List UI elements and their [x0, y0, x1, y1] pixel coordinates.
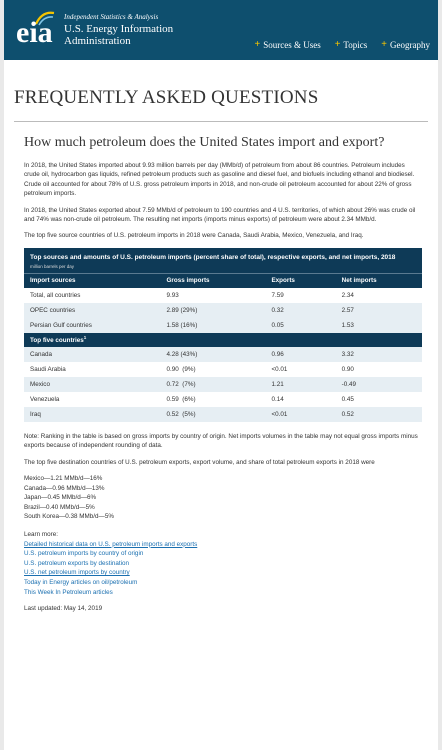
- page: eia Independent Statistics & Analysis U.…: [4, 0, 438, 750]
- agency-block: Independent Statistics & Analysis U.S. E…: [64, 13, 173, 47]
- learn-more-label: Learn more:: [24, 531, 58, 539]
- plus-icon: +: [254, 39, 261, 50]
- table-row: Canada 4.28 (43%) 0.96 3.32: [24, 346, 422, 362]
- page-title: FREQUENTLY ASKED QUESTIONS: [14, 87, 319, 108]
- tagline: Independent Statistics & Analysis: [64, 13, 159, 21]
- table-title: Top sources and amounts of U.S. petroleu…: [30, 253, 396, 261]
- nav-geography[interactable]: + Geography: [381, 39, 430, 50]
- cell-net: 0.45: [335, 391, 422, 407]
- cell-imports: 4.28 (43%): [160, 346, 266, 362]
- list-item: Brazil—0.40 MMb/d—5%: [24, 503, 95, 511]
- destinations-intro: The top five destination countries of U.…: [24, 458, 375, 466]
- agency-name-line2: Administration: [64, 35, 131, 47]
- plus-icon: +: [334, 39, 341, 50]
- link-exports-by-destination[interactable]: U.S. petroleum exports by destination: [24, 559, 130, 567]
- agency-name-line1: U.S. Energy Information: [64, 23, 174, 35]
- table-row: Persian Gulf countries 1.58 (16%) 0.05 1…: [24, 317, 422, 333]
- table-row: OPEC countries 2.89 (29%) 0.32 2.57: [24, 302, 422, 318]
- cell-exports: 0.05: [265, 317, 336, 333]
- main-content: How much petroleum does the United State…: [4, 134, 438, 612]
- question-heading: How much petroleum does the United State…: [24, 135, 385, 150]
- plus-icon: +: [381, 39, 387, 50]
- cell-source: Iraq: [24, 406, 161, 422]
- table-units: million barrels per day: [30, 263, 75, 269]
- persian-gulf-link[interactable]: Persian Gulf countries: [24, 317, 161, 333]
- link-today-in-energy[interactable]: Today in Energy articles on oil/petroleu…: [24, 579, 138, 586]
- col-header: Net imports: [335, 272, 422, 288]
- table-row: Venezuela 0.59 (6%) 0.14 0.45: [24, 391, 422, 407]
- destinations-list: Mexico—1.21 MMb/d—16% Canada—0.96 MMb/d—…: [24, 474, 422, 522]
- table-row: Total, all countries 9.93 7.59 2.34: [24, 287, 422, 303]
- cell-net: 2.57: [335, 302, 422, 318]
- nav-label: Geography: [390, 39, 430, 50]
- table-row: Saudi Arabia 0.90 (9%) <0.01 0.90: [24, 361, 422, 377]
- cell-source: Saudi Arabia: [24, 361, 161, 377]
- table-note: Note: Ranking in the table is based on g…: [24, 432, 418, 450]
- link-this-week-in-petroleum[interactable]: This Week In Petroleum articles: [24, 588, 113, 596]
- cell-net: -0.49: [335, 376, 422, 392]
- col-header: Gross imports: [160, 272, 266, 288]
- top-nav: + Sources & Uses + Topics + Geography: [255, 39, 430, 50]
- cell-exports: <0.01: [265, 406, 336, 422]
- col-header: Import sources: [24, 272, 161, 288]
- nav-label: Sources & Uses: [263, 39, 321, 50]
- imports-table: Top sources and amounts of U.S. petroleu…: [24, 247, 422, 422]
- cell-imports: 1.58 (16%): [160, 317, 266, 333]
- table-row: Mexico 0.72 (7%) 1.21 -0.49: [24, 376, 422, 392]
- cell-imports: 2.89 (29%): [160, 302, 266, 318]
- nav-topics[interactable]: + Topics: [335, 39, 368, 50]
- cell-source: Venezuela: [24, 391, 161, 407]
- cell-net: 0.90: [335, 361, 422, 377]
- cell-imports: 0.72 (7%): [160, 376, 266, 392]
- list-item: Mexico—1.21 MMb/d—16%: [24, 475, 103, 483]
- cell-exports: 0.14: [265, 391, 336, 407]
- cell-net: 3.32: [335, 346, 422, 362]
- cell-exports: 1.21: [265, 376, 336, 392]
- cell-net: 1.53: [335, 317, 422, 333]
- footnote-marker: 1: [83, 335, 87, 341]
- section-label: Top five countries1: [24, 332, 422, 347]
- faq-heading-bar: FREQUENTLY ASKED QUESTIONS: [14, 60, 428, 122]
- cell-imports: 0.90 (9%): [160, 361, 266, 377]
- last-updated: Last updated: May 14, 2019: [24, 605, 103, 613]
- opec-countries-link[interactable]: OPEC countries: [24, 302, 161, 318]
- table-header-row: Import sources Gross imports Exports Net…: [24, 272, 422, 288]
- cell-source: Mexico: [24, 376, 161, 392]
- logo-text: eia: [16, 16, 53, 49]
- list-item: Japan—0.45 MMb/d—6%: [24, 494, 97, 502]
- nav-sources-uses[interactable]: + Sources & Uses: [255, 39, 321, 50]
- col-header: Exports: [265, 272, 336, 288]
- link-imports-by-origin[interactable]: U.S. petroleum imports by country of ori…: [24, 550, 144, 558]
- table-row: Iraq 0.52 (5%) <0.01 0.52: [24, 406, 422, 422]
- link-net-imports-by-country[interactable]: U.S. net petroleum imports by country: [24, 569, 130, 577]
- link-historical-data[interactable]: Detailed historical data on U.S. petrole…: [24, 540, 198, 548]
- table-section-row: Top five countries1: [24, 332, 422, 347]
- list-item: Canada—0.96 MMb/d—13%: [24, 484, 105, 492]
- paragraph-top-sources: The top five source countries of U.S. pe…: [24, 232, 364, 240]
- list-item: South Korea—0.38 MMb/d—5%: [24, 513, 114, 521]
- paragraph-imports: In 2018, the United States imported abou…: [24, 162, 415, 198]
- cell-exports: 0.32: [265, 302, 336, 318]
- logo-arc-icon: [35, 11, 55, 26]
- cell-net: 0.52: [335, 406, 422, 422]
- cell-imports: 0.59 (6%): [160, 391, 266, 407]
- cell-exports: 7.59: [265, 287, 336, 303]
- learn-more: Learn more: Detailed historical data on …: [24, 530, 422, 597]
- cell-source: Total, all countries: [24, 287, 161, 303]
- cell-exports: 0.96: [265, 346, 336, 362]
- cell-source: Canada: [24, 346, 161, 362]
- paragraph-exports: In 2018, the United States exported abou…: [24, 206, 416, 224]
- eia-logo[interactable]: eia: [4, 0, 64, 60]
- cell-exports: <0.01: [265, 361, 336, 377]
- cell-imports: 0.52 (5%): [160, 406, 266, 422]
- cell-net: 2.34: [335, 287, 422, 303]
- nav-label: Topics: [343, 39, 368, 50]
- cell-imports: 9.93: [160, 287, 266, 303]
- site-header: eia Independent Statistics & Analysis U.…: [4, 0, 438, 60]
